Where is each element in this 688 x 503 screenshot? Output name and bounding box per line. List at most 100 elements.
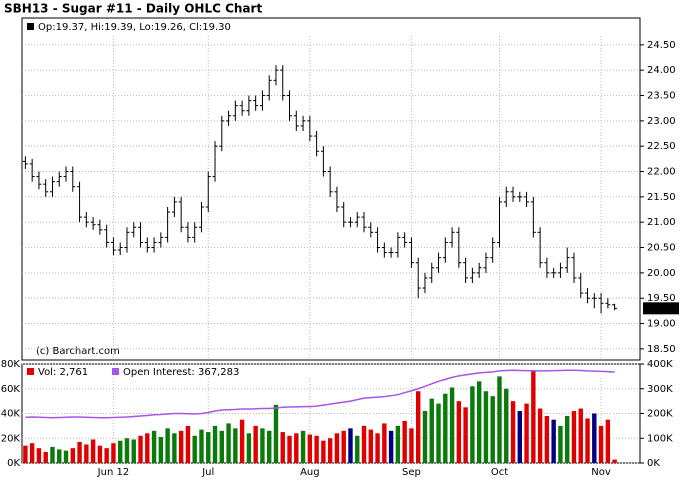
volume-bar xyxy=(476,381,482,463)
volume-bar xyxy=(375,433,380,463)
y-tick-label: 22.50 xyxy=(647,141,676,152)
volume-bar xyxy=(253,425,258,463)
volume-bar xyxy=(565,415,570,463)
legend-swatch xyxy=(27,368,34,375)
volume-bar xyxy=(77,441,82,463)
volume-bar xyxy=(456,401,462,463)
volume-bar xyxy=(612,459,617,463)
volume-bar xyxy=(334,433,340,463)
volume-bar xyxy=(185,425,191,463)
volume-bar xyxy=(449,387,455,463)
volume-bar xyxy=(63,450,69,463)
y-tick-label: 0K xyxy=(7,458,20,469)
x-tick-label: Oct xyxy=(491,467,508,478)
volume-bar xyxy=(70,448,75,463)
y-tick-label: 24.50 xyxy=(647,40,676,51)
volume-bar xyxy=(355,435,360,463)
volume-bar xyxy=(267,430,272,463)
volume-bar xyxy=(206,432,211,463)
volume-bar xyxy=(544,415,550,463)
volume-bar xyxy=(219,430,224,463)
y-tick-label: 23.50 xyxy=(647,91,676,102)
price-frame xyxy=(21,17,641,361)
volume-bar xyxy=(368,429,373,463)
volume-bar xyxy=(104,448,109,463)
credit: (c) Barchart.com xyxy=(36,346,120,357)
y-tick-label: 23.00 xyxy=(647,116,676,127)
volume-bar xyxy=(246,433,252,463)
volume-bar xyxy=(470,386,475,463)
legend-swatch xyxy=(112,368,119,375)
volume-bar xyxy=(537,408,543,463)
y-tick-label: 19.50 xyxy=(647,293,676,304)
open-interest-line xyxy=(25,369,615,419)
volume-bar xyxy=(307,434,313,463)
volume-bar xyxy=(463,407,468,463)
volume-bar xyxy=(361,425,367,463)
volume-bar xyxy=(348,428,353,463)
y-tick-label: 22.00 xyxy=(647,167,676,178)
volume-bar xyxy=(382,423,387,463)
volume-bar xyxy=(111,443,116,463)
volume-bar xyxy=(138,435,143,463)
volume-bar xyxy=(558,425,563,463)
volume-bar xyxy=(409,428,414,463)
volume-bar xyxy=(118,440,123,463)
y-tick-label: 21.50 xyxy=(647,192,676,203)
volume-bar xyxy=(36,448,42,463)
y2-tick-label: 100K xyxy=(647,433,673,444)
volume-bar xyxy=(84,444,89,463)
volume-bar xyxy=(314,435,319,463)
volume-bar xyxy=(327,438,333,463)
last-price-box xyxy=(643,302,679,315)
chart-title: SBH13 - Sugar #11 - Daily OHLC Chart xyxy=(4,2,262,16)
volume-bar xyxy=(97,445,103,463)
y2-tick-label: 300K xyxy=(647,384,673,395)
volume-bar xyxy=(585,418,590,463)
last-price-label: 19.30 xyxy=(647,303,676,314)
volume-bar xyxy=(578,408,583,463)
price-info: Op:19.37, Hi:19.39, Lo:19.26, Cl:19.30 xyxy=(38,22,231,33)
volume-bar xyxy=(57,449,62,463)
volume-bar xyxy=(483,391,489,463)
y-tick-label: 20.50 xyxy=(647,243,676,254)
volume-bar xyxy=(341,430,346,463)
volume-bar xyxy=(226,423,231,463)
volume-bar xyxy=(199,429,204,463)
volume-bar xyxy=(551,419,556,463)
volume-bar xyxy=(422,411,428,463)
volume-bar xyxy=(233,428,238,463)
legend-label: Vol: 2,761 xyxy=(38,367,88,378)
y-tick-label: 19.00 xyxy=(647,319,676,330)
volume-bar xyxy=(517,411,522,463)
volume-bar xyxy=(531,370,536,463)
volume-bar xyxy=(273,404,279,463)
volume-bar xyxy=(260,428,265,463)
volume-bar xyxy=(571,411,577,463)
volume-bar xyxy=(388,430,394,463)
volume-bar xyxy=(29,443,35,463)
volume-bar xyxy=(43,451,48,463)
volume-bar xyxy=(416,391,421,463)
y-tick-label: 60K xyxy=(1,384,21,395)
y2-tick-label: 200K xyxy=(647,409,673,420)
volume-bar xyxy=(436,403,441,463)
volume-bar xyxy=(178,430,184,463)
volume-bar xyxy=(443,393,448,463)
volume-bar xyxy=(280,432,285,463)
x-tick-label: Jul xyxy=(201,467,214,478)
y-tick-label: 21.00 xyxy=(647,217,676,228)
volume-bar xyxy=(294,433,299,463)
volume-bar xyxy=(90,439,96,463)
volume-bar xyxy=(321,440,326,463)
y2-tick-label: 400K xyxy=(647,359,673,370)
volume-bar xyxy=(145,433,150,463)
volume-bar xyxy=(158,437,164,463)
y-tick-label: 20.00 xyxy=(647,268,676,279)
volume-bar xyxy=(50,446,55,463)
y-tick-label: 40K xyxy=(1,409,21,420)
volume-bar xyxy=(504,388,509,463)
volume-bar xyxy=(124,438,130,463)
volume-bar xyxy=(402,420,407,463)
volume-bar xyxy=(300,430,306,463)
